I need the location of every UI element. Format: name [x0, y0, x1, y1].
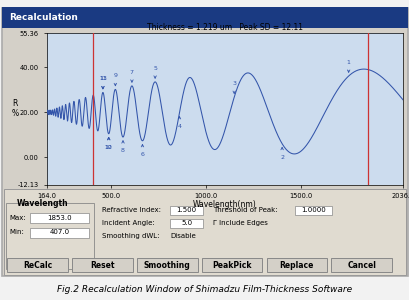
Text: Min:: Min:: [9, 230, 24, 236]
Text: 12: 12: [105, 137, 112, 150]
Text: ReCalc: ReCalc: [23, 261, 52, 270]
Text: Disable: Disable: [170, 233, 196, 239]
Text: 13: 13: [99, 76, 107, 89]
FancyBboxPatch shape: [2, 8, 407, 276]
Text: Replace: Replace: [279, 261, 313, 270]
Text: 3: 3: [231, 81, 236, 94]
FancyBboxPatch shape: [137, 258, 197, 272]
FancyBboxPatch shape: [72, 258, 133, 272]
Text: 1.500: 1.500: [176, 207, 196, 213]
Text: PeakPick: PeakPick: [212, 261, 251, 270]
FancyBboxPatch shape: [6, 202, 94, 268]
FancyBboxPatch shape: [7, 258, 68, 272]
FancyBboxPatch shape: [170, 219, 202, 228]
Text: Threshold of Peak:: Threshold of Peak:: [213, 207, 277, 213]
Text: 4: 4: [177, 116, 181, 129]
Text: 11: 11: [99, 76, 106, 89]
Title: Thickness = 1.219 um   Peak SD = 12.11: Thickness = 1.219 um Peak SD = 12.11: [147, 23, 302, 32]
Text: Reset: Reset: [90, 261, 115, 270]
FancyBboxPatch shape: [170, 206, 202, 215]
Text: 9: 9: [113, 74, 117, 86]
Text: 1853.0: 1853.0: [47, 214, 72, 220]
FancyBboxPatch shape: [266, 258, 326, 272]
FancyBboxPatch shape: [4, 189, 405, 274]
Text: Max:: Max:: [9, 214, 26, 220]
FancyBboxPatch shape: [2, 7, 407, 28]
FancyBboxPatch shape: [294, 206, 331, 215]
FancyBboxPatch shape: [29, 213, 89, 223]
X-axis label: Wavelength(nm): Wavelength(nm): [193, 200, 256, 209]
Text: 6: 6: [140, 144, 144, 157]
FancyBboxPatch shape: [29, 228, 89, 238]
Text: Wavelength: Wavelength: [16, 200, 68, 208]
Text: 5.0: 5.0: [180, 220, 192, 226]
Text: 7: 7: [130, 70, 134, 82]
Text: Γ Include Edges: Γ Include Edges: [213, 220, 267, 226]
Text: 1: 1: [346, 60, 350, 72]
Text: 5: 5: [153, 66, 157, 78]
Text: Recalculation: Recalculation: [9, 13, 78, 22]
Text: Refractive Index:: Refractive Index:: [101, 207, 160, 213]
Text: 8: 8: [121, 141, 125, 153]
Text: 2: 2: [279, 147, 283, 160]
FancyBboxPatch shape: [330, 258, 391, 272]
Text: Cancel: Cancel: [346, 261, 375, 270]
Text: Incident Angle:: Incident Angle:: [101, 220, 154, 226]
Text: 10: 10: [105, 137, 112, 150]
FancyBboxPatch shape: [201, 258, 262, 272]
Text: Fig.2 Recalculation Window of Shimadzu Film-Thickness Software: Fig.2 Recalculation Window of Shimadzu F…: [57, 285, 352, 294]
Text: 407.0: 407.0: [49, 230, 70, 236]
Text: Smoothing: Smoothing: [144, 261, 190, 270]
Text: 1.0000: 1.0000: [301, 207, 325, 213]
Text: Smoothing dWL:: Smoothing dWL:: [101, 233, 159, 239]
Y-axis label: R
%: R %: [11, 99, 18, 118]
